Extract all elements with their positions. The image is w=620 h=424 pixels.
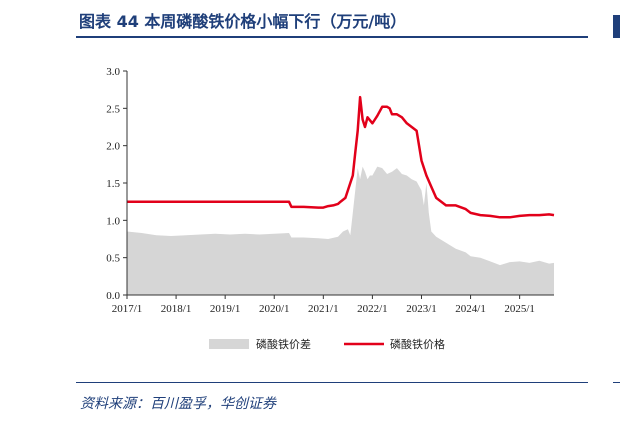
- series-line-price: [127, 95, 555, 219]
- y-tick-label: 1.0: [106, 215, 120, 227]
- legend-label-line: 磷酸铁价格: [390, 337, 445, 351]
- x-tick-label: 2024/1: [455, 303, 486, 315]
- axis-layer: 0.0 0.5 1.0 1.5 2.0 2.5 3.0 2017/1 2018/1 2019/1 2…: [106, 66, 554, 315]
- footer-rule: [76, 382, 588, 383]
- y-tick-label: 2.0: [106, 141, 120, 153]
- x-tick-label: 2018/1: [161, 303, 192, 315]
- legend-label-area: 磷酸铁价差: [256, 337, 311, 351]
- x-tick-label: 2023/1: [406, 303, 437, 315]
- y-tick-label: 2.5: [106, 103, 120, 115]
- x-tick-label: 2019/1: [210, 303, 241, 315]
- y-tick-label: 1.5: [106, 178, 120, 190]
- x-tick-label: 2017/1: [112, 303, 143, 315]
- title-underline: [76, 36, 588, 38]
- y-tick-label: 0.0: [106, 290, 120, 302]
- x-tick-label: 2021/1: [308, 303, 339, 315]
- x-tick-label: 2022/1: [357, 303, 388, 315]
- adjacent-panel-edge: [613, 15, 620, 38]
- source-note: 资料来源：百川盈孚，华创证券: [80, 396, 276, 412]
- y-tick-label: 3.0: [106, 66, 120, 78]
- x-tick-label: 2025/1: [504, 303, 535, 315]
- adjacent-panel-edge-bottom: [613, 382, 620, 383]
- x-tick-label: 2020/1: [259, 303, 290, 315]
- chart-title: 图表 44 本周磷酸铁价格小幅下行（万元/吨）: [79, 12, 407, 31]
- legend-swatch-area: [209, 339, 249, 349]
- area-layer: [127, 166, 554, 295]
- line-layer: [127, 95, 555, 219]
- legend: 磷酸铁价差 磷酸铁价格: [209, 337, 445, 351]
- y-tick-label: 0.5: [106, 253, 120, 265]
- series-area-price-spread: [127, 166, 554, 295]
